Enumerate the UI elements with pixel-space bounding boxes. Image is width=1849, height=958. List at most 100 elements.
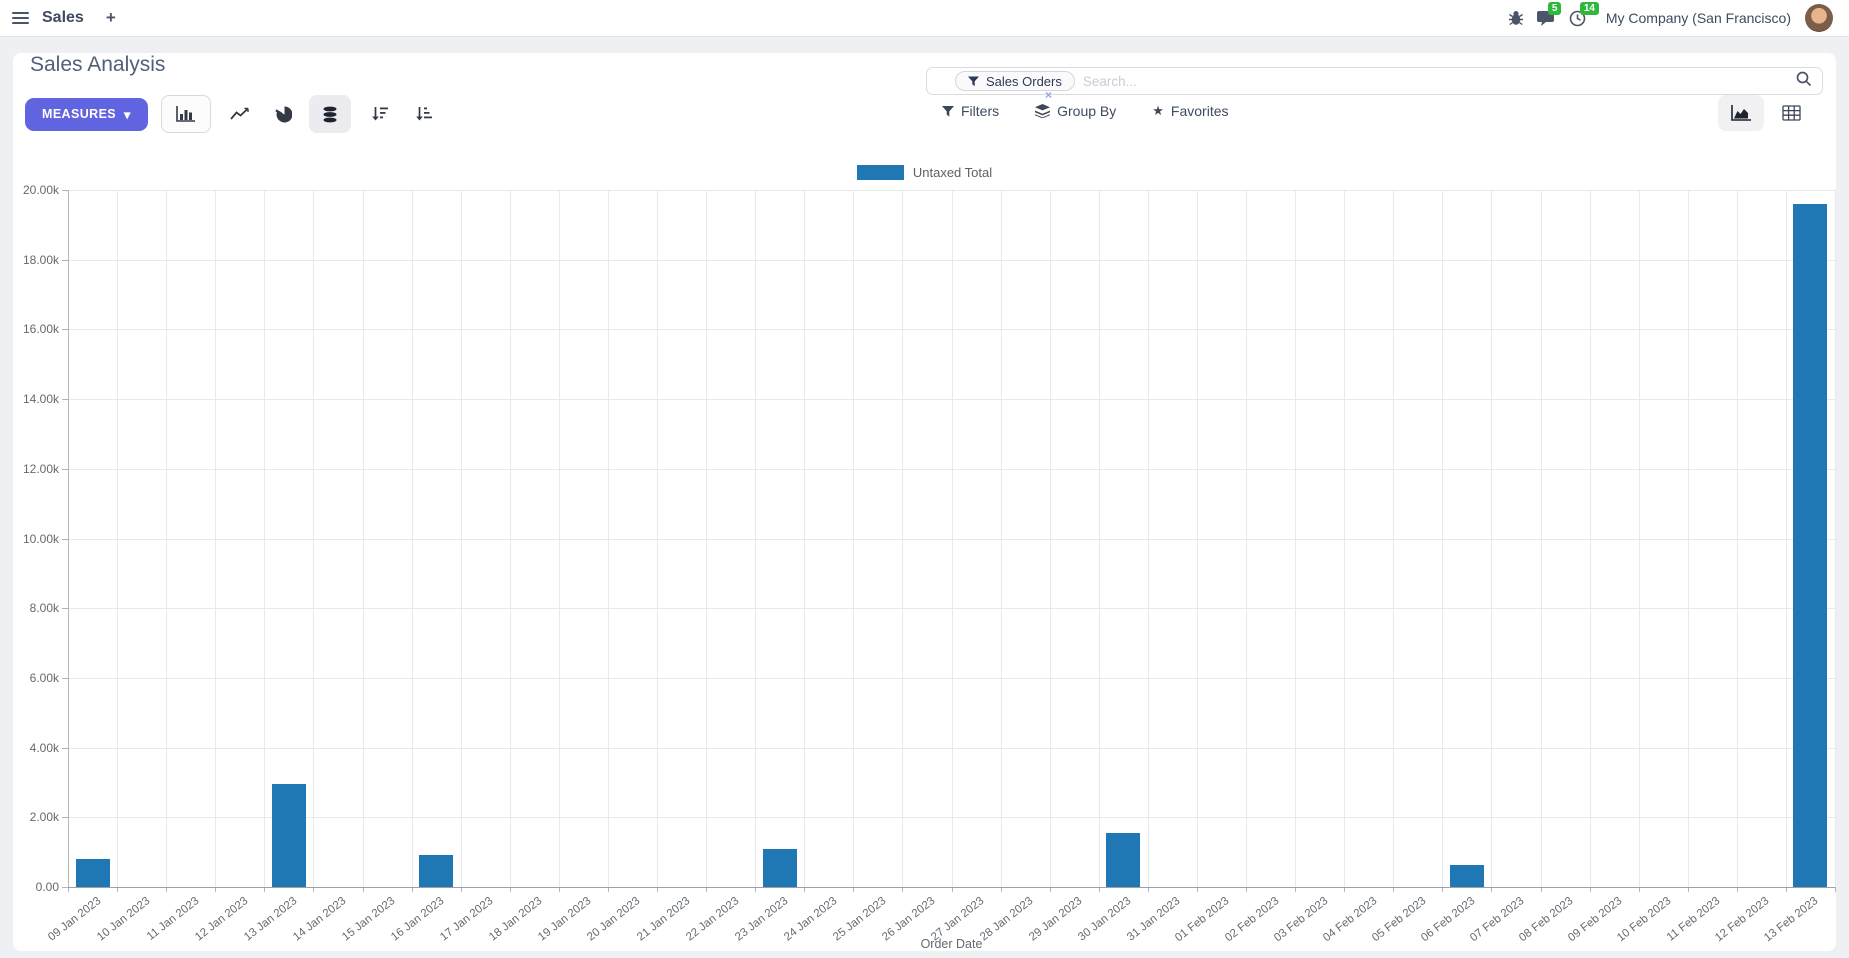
- bar[interactable]: [271, 784, 306, 887]
- line-chart-button[interactable]: [225, 95, 255, 133]
- x-tick: [1736, 887, 1738, 892]
- x-tick: [1687, 887, 1689, 892]
- menu-toggle-button[interactable]: [12, 12, 29, 24]
- view-switcher: [1718, 95, 1806, 131]
- activities-badge: 14: [1579, 1, 1599, 15]
- group-by-menu-button[interactable]: Group By: [1035, 103, 1116, 119]
- hamburger-icon: [12, 12, 29, 24]
- v-gridline: [1344, 190, 1346, 887]
- pivot-view-button[interactable]: [1776, 95, 1806, 131]
- v-gridline: [1687, 190, 1689, 887]
- bar[interactable]: [1106, 833, 1141, 887]
- x-tick: [902, 887, 904, 892]
- sort-descending-button[interactable]: [365, 95, 395, 133]
- y-axis-label: 20.00k: [22, 183, 59, 197]
- bar[interactable]: [762, 848, 797, 887]
- x-tick: [264, 887, 266, 892]
- v-gridline: [607, 190, 609, 887]
- avatar[interactable]: [1805, 4, 1833, 32]
- sort-ascending-button[interactable]: [409, 95, 439, 133]
- x-tick: [853, 887, 855, 892]
- x-tick: [313, 887, 315, 892]
- v-gridline: [1246, 190, 1247, 887]
- y-tick: [62, 259, 68, 261]
- x-axis-label: 12 Jan 2023: [192, 895, 251, 944]
- x-tick: [1000, 887, 1002, 892]
- x-tick: [657, 887, 658, 892]
- v-gridline: [1540, 190, 1542, 887]
- y-axis-label: 6.00k: [29, 670, 59, 685]
- graph-view-button[interactable]: [1718, 95, 1764, 131]
- x-tick: [607, 887, 609, 892]
- bar[interactable]: [1449, 864, 1484, 887]
- y-axis-label: 12.00k: [22, 461, 59, 476]
- x-axis-label: 09 Jan 2023: [45, 895, 103, 944]
- x-axis-label: 13 Jan 2023: [241, 895, 300, 944]
- x-tick: [68, 887, 69, 892]
- legend-label: Untaxed Total: [912, 165, 993, 180]
- x-axis-label: 07 Feb 2023: [1468, 895, 1527, 945]
- bar[interactable]: [75, 858, 110, 887]
- v-gridline: [1736, 190, 1738, 887]
- x-axis-label: 10 Feb 2023: [1615, 895, 1674, 945]
- page-title: Sales Analysis: [30, 53, 166, 76]
- facet-remove-icon[interactable]: ×: [1045, 88, 1053, 102]
- x-axis-label: 24 Jan 2023: [781, 895, 840, 944]
- search-bar[interactable]: Sales Orders ×: [926, 67, 1823, 102]
- x-tick: [411, 887, 413, 892]
- x-tick: [215, 887, 217, 892]
- app-name[interactable]: Sales: [42, 9, 84, 26]
- x-tick: [804, 887, 806, 892]
- company-switcher[interactable]: My Company (San Francisco): [1605, 10, 1791, 26]
- plus-icon: +: [105, 8, 116, 27]
- x-tick: [1442, 887, 1444, 892]
- pie-chart-button[interactable]: [269, 95, 299, 133]
- y-tick: [62, 677, 68, 679]
- content-card: Sales Analysis Sales Orders × MEASURES ▾: [13, 53, 1836, 951]
- star-icon: ★: [1152, 103, 1164, 118]
- search-icon[interactable]: [1796, 71, 1812, 92]
- x-tick: [1540, 887, 1542, 892]
- y-axis-label: 8.00k: [29, 601, 59, 616]
- v-gridline: [853, 190, 855, 887]
- activities-button[interactable]: 14: [1569, 1, 1599, 27]
- measures-button[interactable]: MEASURES ▾: [25, 97, 148, 131]
- x-axis-label: 16 Jan 2023: [389, 895, 447, 944]
- filters-menu-button[interactable]: Filters: [942, 103, 999, 119]
- v-gridline: [460, 190, 462, 887]
- x-axis-label: 15 Jan 2023: [340, 895, 398, 944]
- bug-icon: [1508, 10, 1523, 26]
- x-axis-label: 01 Feb 2023: [1173, 895, 1232, 945]
- bar-chart-button[interactable]: [160, 95, 211, 133]
- filter-icon: [968, 75, 979, 86]
- v-gridline: [902, 190, 904, 887]
- messages-button[interactable]: 5: [1536, 1, 1562, 27]
- v-gridline: [951, 190, 953, 887]
- v-gridline: [558, 190, 560, 887]
- bar[interactable]: [419, 854, 454, 887]
- v-gridline: [215, 190, 217, 887]
- facet-label: Sales Orders: [986, 73, 1062, 89]
- v-gridline: [509, 190, 511, 887]
- favorites-menu-button[interactable]: ★ Favorites: [1152, 103, 1229, 119]
- area-chart-icon: [1731, 105, 1751, 121]
- stacked-toggle-button[interactable]: [308, 95, 351, 133]
- x-axis-label: 21 Jan 2023: [634, 895, 692, 944]
- chart: Untaxed Total Order Date 0.00 2.00k 4.00k 6…: [13, 130, 1836, 951]
- debug-button[interactable]: [1508, 10, 1524, 26]
- x-tick: [1638, 887, 1640, 892]
- v-gridline: [1147, 190, 1149, 887]
- v-gridline: [166, 190, 168, 887]
- x-tick: [1295, 887, 1297, 892]
- y-tick: [62, 399, 68, 401]
- search-facet[interactable]: Sales Orders: [955, 71, 1075, 91]
- bar[interactable]: [1793, 203, 1828, 887]
- new-button[interactable]: +: [106, 8, 116, 28]
- plot-area: Order Date 0.00 2.00k 4.00k 6.00k 8.00k 10.00…: [23, 183, 1836, 951]
- chart-legend[interactable]: Untaxed Total: [13, 165, 1836, 180]
- v-gridline: [1098, 190, 1100, 887]
- x-axis-label: 10 Jan 2023: [94, 895, 153, 944]
- search-input[interactable]: [1082, 73, 1796, 89]
- x-tick: [1834, 887, 1836, 892]
- chevron-down-icon: ▾: [124, 107, 131, 122]
